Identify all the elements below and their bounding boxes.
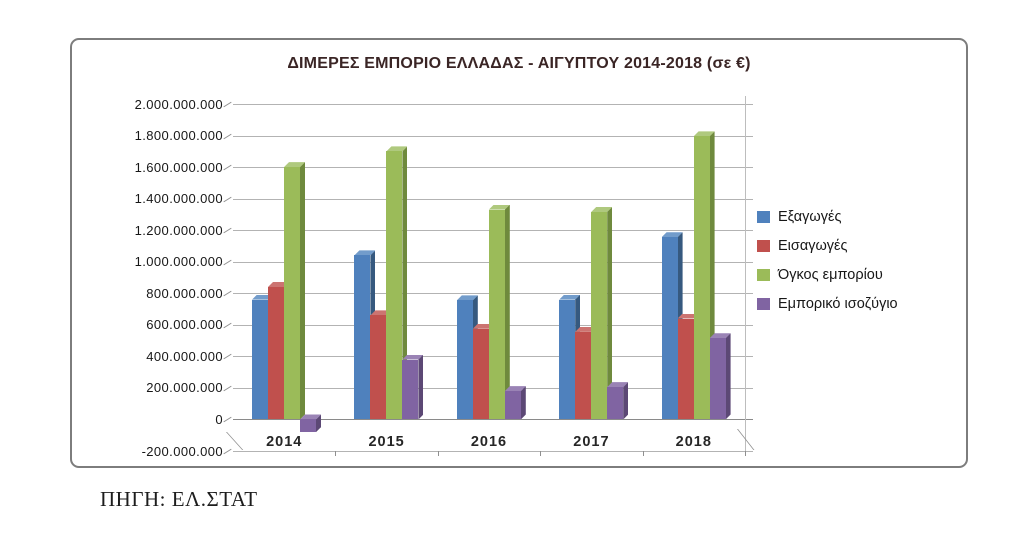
y-axis-tick-label: 600.000.000 [146, 317, 223, 333]
gridline [233, 451, 753, 452]
x-axis-category-label: 2018 [675, 434, 712, 450]
x-axis-boundary-tick [642, 450, 644, 456]
bar-2015-series4 [402, 359, 419, 420]
legend-item: Όγκος εμπορίου [757, 267, 898, 283]
bar-2017-series2 [575, 331, 592, 420]
x-axis-boundary-tick [437, 450, 439, 456]
legend-label: Όγκος εμπορίου [778, 267, 883, 283]
y-axis-tick-label: 1.800.000.000 [134, 128, 223, 144]
x-axis-boundary-tick [335, 450, 337, 456]
legend-item: Εμπορικό ισοζύγιο [757, 296, 898, 312]
y-axis-tick-label: 1.200.000.000 [134, 222, 223, 238]
bar-2015-series1 [354, 255, 371, 420]
y-axis-tick [223, 101, 232, 108]
y-axis-tick-label: 800.000.000 [146, 285, 223, 301]
bar-2016-series4 [504, 391, 521, 420]
y-axis-tick [223, 133, 232, 139]
y-axis-tick [223, 290, 232, 297]
bar-2018-series2 [677, 318, 694, 420]
chart-title: ΔΙΜΕΡΕΣ ΕΜΠΟΡΙΟ ΕΛΛΑΔΑΣ - ΑΙΓΥΠΤΟΥ 2014-… [287, 55, 751, 72]
bar-2016-series2 [472, 328, 489, 420]
y-axis-tick-label: 200.000.000 [146, 380, 223, 396]
legend-item: Εισαγωγές [757, 238, 898, 254]
bar-2017-series1 [559, 299, 576, 420]
x-axis-boundary-tick [540, 450, 542, 456]
bar-2018-series1 [661, 237, 678, 420]
y-axis-tick-label: 1.000.000.000 [134, 254, 223, 270]
bar-2014-series4 [300, 419, 316, 433]
y-axis-tick [223, 448, 232, 455]
chart-frame: ΔΙΜΕΡΕΣ ΕΜΠΟΡΙΟ ΕΛΛΑΔΑΣ - ΑΙΓΥΠΤΟΥ 2014-… [70, 38, 968, 468]
gridline [233, 135, 753, 137]
gridline [233, 198, 753, 200]
bar-2016-series1 [456, 300, 473, 420]
gridline [233, 167, 753, 169]
bar-2014-series2 [268, 286, 284, 420]
legend-item: Εξαγωγές [757, 209, 898, 225]
y-axis-tick [223, 385, 232, 392]
y-axis-tick [223, 417, 232, 423]
bar-2015-series2 [370, 315, 387, 420]
y-axis-tick-label: 2.000.000.000 [134, 96, 223, 112]
y-axis-tick-label: -200.000.000 [141, 443, 223, 459]
bar-2014-series3 [284, 167, 300, 420]
bar-2018-series3 [693, 136, 710, 420]
chart-legend: Εξαγωγές Εισαγωγές Όγκος εμπορίου Εμπορικό … [757, 209, 898, 312]
bar-2014-series1 [252, 299, 268, 420]
gridline [233, 104, 753, 105]
y-axis-tick [223, 354, 232, 360]
legend-swatch-icon [757, 298, 770, 310]
legend-swatch-exports-icon [757, 211, 770, 223]
y-axis-tick-label: 0 [215, 411, 223, 427]
x-axis-category-label: 2015 [368, 434, 405, 450]
legend-swatch-icon [757, 269, 770, 281]
gridline [233, 419, 753, 421]
bar-2016-series3 [488, 209, 505, 420]
bar-2015-series3 [386, 151, 403, 420]
bar-2017-series4 [607, 387, 624, 420]
x-axis-category-label: 2014 [266, 434, 303, 450]
x-axis-category-label: 2016 [470, 434, 508, 450]
legend-label: Εξαγωγές [778, 209, 842, 225]
plot-right-border [745, 96, 746, 456]
x-axis-boundary-tick [745, 450, 746, 456]
legend-label: Εισαγωγές [778, 238, 848, 254]
bar-2017-series3 [591, 212, 608, 420]
bar-2018-series4 [709, 338, 726, 420]
y-axis-tick [223, 196, 232, 202]
y-axis-tick-label: 400.000.000 [146, 348, 223, 364]
y-axis-tick-label: 1.400.000.000 [134, 191, 223, 207]
y-axis-tick-label: 1.600.000.000 [134, 159, 223, 175]
legend-label: Εμπορικό ισοζύγιο [778, 296, 898, 312]
source-text: ΠΗΓΗ: ΕΛ.ΣΤΑΤ [100, 487, 258, 511]
y-axis-tick [223, 322, 232, 329]
plot-area: 2.000.000.000 1.800.000.000 1.600.000.000 1… [135, 96, 755, 459]
y-axis-tick [223, 164, 232, 171]
y-axis-tick [223, 259, 232, 266]
x-axis-category-label: 2017 [573, 434, 610, 450]
y-axis-tick [223, 227, 232, 234]
legend-swatch-icon [757, 240, 770, 252]
